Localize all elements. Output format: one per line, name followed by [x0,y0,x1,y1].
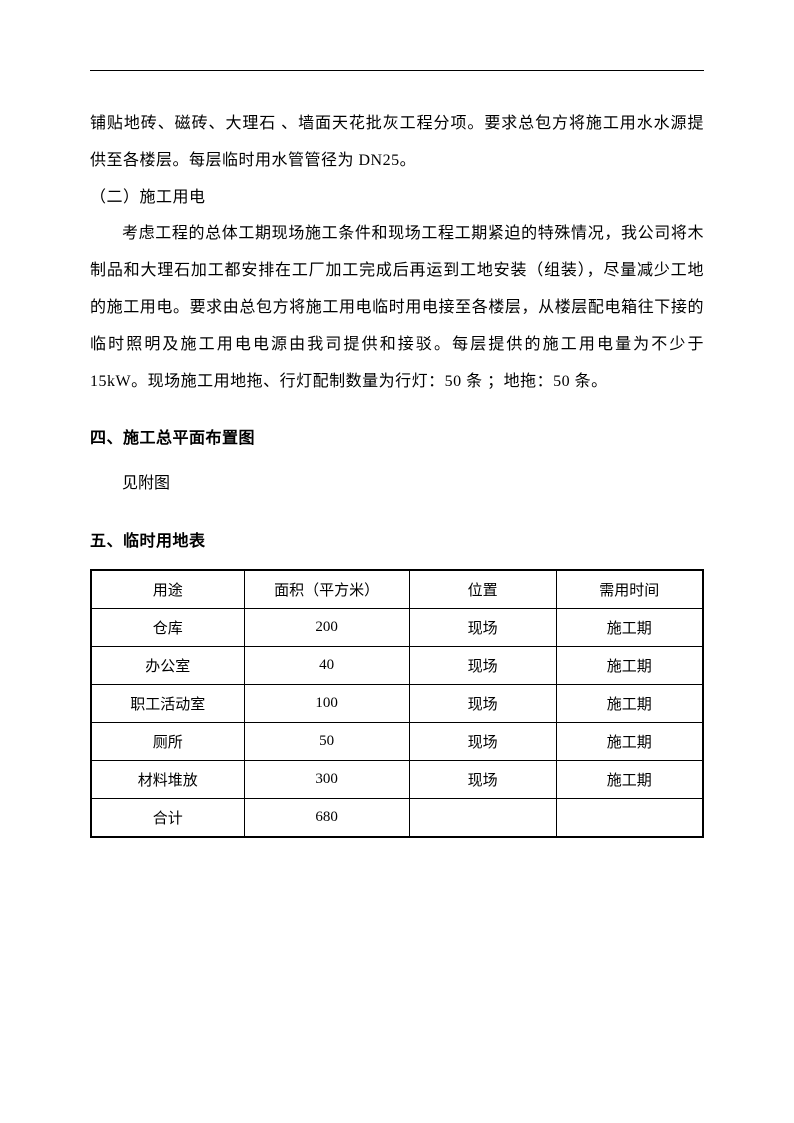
table-cell: 现场 [409,609,556,647]
paragraph-electricity-body: 考虑工程的总体工期现场施工条件和现场工程工期紧迫的特殊情况，我公司将木制品和大理… [90,216,704,400]
table-cell [409,799,556,838]
table-cell: 施工期 [556,647,703,685]
table-row-total: 合计 680 [91,799,703,838]
table-cell: 施工期 [556,761,703,799]
table-row: 办公室 40 现场 施工期 [91,647,703,685]
page-content: 铺贴地砖、磁砖、大理石 、墙面天花批灰工程分项。要求总包方将施工用水水源提供至各… [0,0,794,928]
table-body: 仓库 200 现场 施工期 办公室 40 现场 施工期 职工活动室 100 现场… [91,609,703,838]
top-horizontal-rule [90,70,704,71]
table-cell: 仓库 [91,609,244,647]
table-cell: 材料堆放 [91,761,244,799]
attachment-note: 见附图 [90,466,704,503]
table-cell: 40 [244,647,409,685]
table-header-cell: 用途 [91,570,244,609]
table-cell: 合计 [91,799,244,838]
table-cell: 施工期 [556,609,703,647]
table-cell: 现场 [409,647,556,685]
table-cell: 职工活动室 [91,685,244,723]
table-cell: 200 [244,609,409,647]
subsection-title-electricity: （二）施工用电 [90,180,704,217]
table-header-cell: 位置 [409,570,556,609]
land-use-table: 用途 面积（平方米） 位置 需用时间 仓库 200 现场 施工期 办公室 40 … [90,569,704,838]
table-cell [556,799,703,838]
table-cell: 680 [244,799,409,838]
table-cell: 厕所 [91,723,244,761]
table-header-row: 用途 面积（平方米） 位置 需用时间 [91,570,703,609]
table-row: 仓库 200 现场 施工期 [91,609,703,647]
table-cell: 办公室 [91,647,244,685]
heading-section-5: 五、临时用地表 [90,527,704,551]
table-cell: 施工期 [556,723,703,761]
table-cell: 100 [244,685,409,723]
table-cell: 现场 [409,761,556,799]
table-row: 职工活动室 100 现场 施工期 [91,685,703,723]
table-header-cell: 面积（平方米） [244,570,409,609]
table-cell: 现场 [409,685,556,723]
paragraph-continuation: 铺贴地砖、磁砖、大理石 、墙面天花批灰工程分项。要求总包方将施工用水水源提供至各… [90,106,704,180]
table-cell: 50 [244,723,409,761]
table-header-cell: 需用时间 [556,570,703,609]
table-cell: 现场 [409,723,556,761]
table-row: 厕所 50 现场 施工期 [91,723,703,761]
table-row: 材料堆放 300 现场 施工期 [91,761,703,799]
table-cell: 施工期 [556,685,703,723]
heading-section-4: 四、施工总平面布置图 [90,424,704,448]
table-cell: 300 [244,761,409,799]
